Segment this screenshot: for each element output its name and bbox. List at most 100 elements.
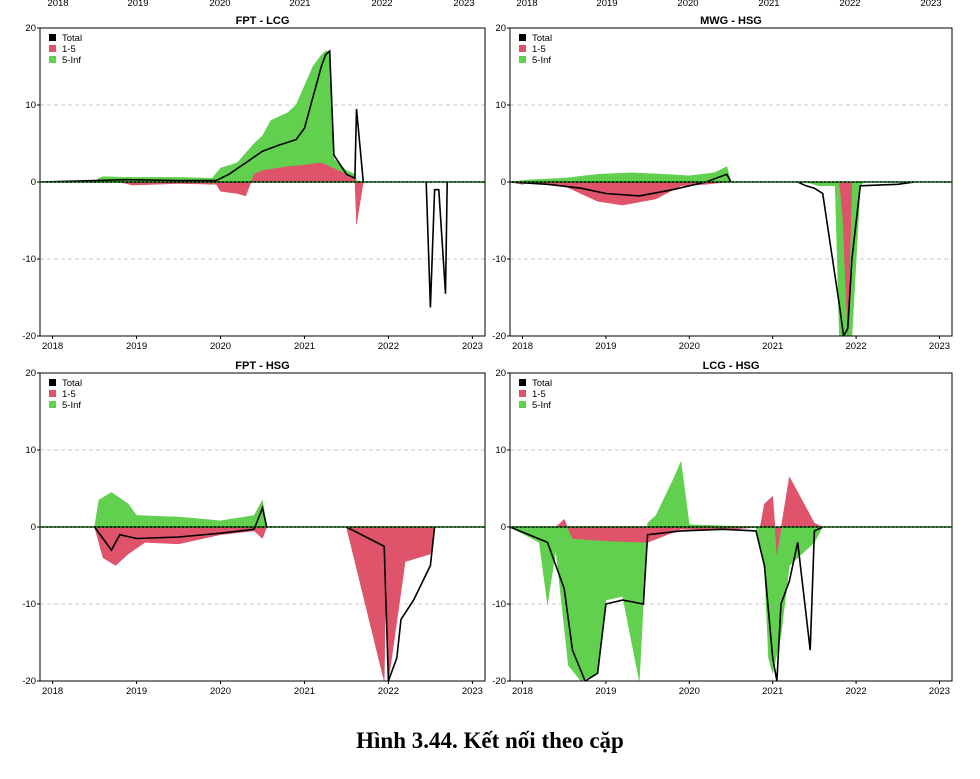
series-total: [40, 49, 485, 308]
y-tick-label: 20: [495, 23, 506, 34]
y-tick-label: 10: [25, 100, 36, 111]
series-total: [510, 173, 952, 336]
x-tick-label: 2022: [378, 341, 399, 352]
figure-2x2-pairwise-connectedness: 2018 2019 2020 2021 2022 2023 2018 2019 2020 2021…: [22, 0, 953, 697]
chart-title: MWG - HSG: [700, 15, 762, 27]
x-tick-label: 2020: [679, 341, 700, 352]
chart-panel-3: LCG - HSG 20 10 0 -10 -20 2018 2019 2020 2021 2022…: [492, 360, 953, 697]
x-tick-label: 2020: [210, 341, 231, 352]
legend-swatch: [519, 379, 526, 386]
top-strip-label: 2023: [453, 0, 474, 9]
series-5-inf: [510, 460, 952, 681]
legend-label: Total: [62, 378, 82, 389]
y-tick-label: 0: [31, 177, 36, 188]
x-tick-label: 2020: [210, 686, 231, 697]
series-total: [510, 526, 952, 681]
top-strip-label: 2019: [596, 0, 617, 9]
chart-panel-0: FPT - LCG 20 10 0 -10 -20 2018 2019 2020 2021 2022…: [22, 15, 486, 352]
legend-swatch: [519, 390, 526, 397]
legend-label: 1-5: [62, 44, 76, 55]
y-tick-label: 20: [25, 368, 36, 379]
top-strip-label: 2022: [371, 0, 392, 9]
top-strip-label: 2019: [127, 0, 148, 9]
x-tick-label: 2021: [294, 686, 315, 697]
y-tick-label: -20: [22, 676, 36, 687]
legend-swatch: [519, 34, 526, 41]
figure-caption: Hình 3.44. Kết nối theo cặp: [356, 728, 624, 753]
x-tick-label: 2023: [929, 341, 950, 352]
chart-title: FPT - LCG: [236, 15, 290, 27]
series-5-inf: [510, 166, 952, 336]
legend-swatch: [49, 401, 56, 408]
top-strip-label: 2022: [839, 0, 860, 9]
plot-area: [40, 49, 485, 308]
legend-label: 5-Inf: [62, 55, 81, 66]
legend-swatch: [519, 401, 526, 408]
legend-swatch: [49, 45, 56, 52]
chart-title: FPT - HSG: [235, 360, 289, 372]
x-tick-label: 2019: [126, 686, 147, 697]
y-tick-label: -20: [22, 331, 36, 342]
series-total: [40, 505, 485, 681]
x-tick-label: 2021: [294, 341, 315, 352]
chart-panel-2: FPT - HSG 20 10 0 -10 -20 2018 2019 2020 2021 2022…: [22, 360, 486, 697]
top-strip-label: 2018: [516, 0, 537, 9]
plot-area: [510, 460, 952, 681]
legend-swatch: [49, 390, 56, 397]
top-strip-label: 2023: [920, 0, 941, 9]
series-1-5: [40, 162, 485, 225]
legend-label: 5-Inf: [62, 400, 81, 411]
top-strip-label: 2021: [289, 0, 310, 9]
chart-title: LCG - HSG: [703, 360, 760, 372]
x-tick-label: 2023: [462, 341, 483, 352]
x-tick-label: 2018: [42, 686, 63, 697]
legend-swatch: [49, 34, 56, 41]
top-strip-label: 2018: [47, 0, 68, 9]
legend-label: 5-Inf: [532, 55, 551, 66]
x-tick-label: 2023: [462, 686, 483, 697]
y-tick-label: -20: [492, 331, 506, 342]
legend-label: Total: [532, 33, 552, 44]
x-tick-label: 2018: [512, 341, 533, 352]
y-tick-label: 0: [31, 522, 36, 533]
y-tick-label: 10: [25, 445, 36, 456]
legend-swatch: [49, 379, 56, 386]
x-tick-label: 2021: [762, 686, 783, 697]
legend-swatch: [49, 56, 56, 63]
legend-swatch: [519, 45, 526, 52]
y-tick-label: 0: [501, 177, 506, 188]
legend-label: 1-5: [532, 389, 546, 400]
y-tick-label: -10: [492, 254, 506, 265]
y-tick-label: 0: [501, 522, 506, 533]
top-strip-label: 2020: [677, 0, 698, 9]
series-5-inf: [40, 50, 485, 183]
legend-label: 5-Inf: [532, 400, 551, 411]
x-tick-label: 2023: [929, 686, 950, 697]
x-tick-label: 2019: [595, 341, 616, 352]
y-tick-label: 20: [25, 23, 36, 34]
plot-area: [510, 166, 952, 336]
y-tick-label: -10: [22, 254, 36, 265]
top-strip-label: 2020: [209, 0, 230, 9]
x-tick-label: 2019: [126, 341, 147, 352]
x-tick-label: 2020: [679, 686, 700, 697]
top-strip-label: 2021: [758, 0, 779, 9]
x-tick-label: 2022: [378, 686, 399, 697]
x-tick-label: 2022: [846, 686, 867, 697]
legend-label: Total: [62, 33, 82, 44]
y-tick-label: -10: [22, 599, 36, 610]
x-tick-label: 2018: [512, 686, 533, 697]
legend-label: 1-5: [532, 44, 546, 55]
series-1-5: [40, 526, 485, 681]
x-tick-label: 2019: [595, 686, 616, 697]
y-tick-label: 20: [495, 368, 506, 379]
y-tick-label: 10: [495, 100, 506, 111]
y-tick-label: 10: [495, 445, 506, 456]
x-tick-label: 2018: [42, 341, 63, 352]
plot-area: [40, 492, 485, 681]
chart-panel-1: MWG - HSG 20 10 0 -10 -20 2018 2019 2020 2021 2022…: [492, 15, 953, 352]
